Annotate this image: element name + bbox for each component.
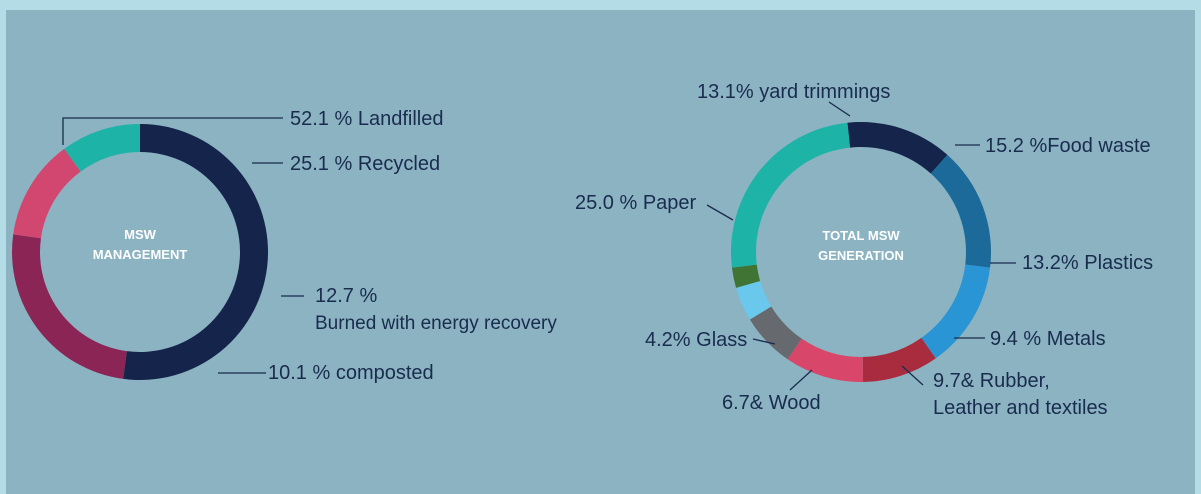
label-rubber-line1: 9.7& Rubber, <box>933 370 1050 392</box>
infographic-panel <box>6 10 1195 494</box>
donut-slice-7 <box>736 280 772 320</box>
leader-landfilled <box>62 117 283 145</box>
donut-chart-msw-management <box>11 124 268 381</box>
leader-yard-trimmings <box>828 101 851 117</box>
donut-slice-2 <box>930 154 991 268</box>
donut-slice-6 <box>749 306 802 360</box>
donut-slice-8 <box>731 264 761 288</box>
donut-slice-5 <box>787 338 864 383</box>
label-rubber-line2: Leather and textiles <box>933 397 1108 419</box>
label-composted: 10.1 % composted <box>268 362 434 384</box>
label-burned-value: 12.7 % <box>315 285 377 307</box>
donut-slice-4 <box>862 337 936 382</box>
donut-slice-3 <box>921 264 991 359</box>
leader-paper <box>706 204 734 221</box>
leader-wood <box>789 369 813 391</box>
label-paper: 25.0 % Paper <box>575 192 697 214</box>
center-label-line2: GENERATION <box>818 248 904 263</box>
donut-slice-1 <box>847 122 948 174</box>
label-yard-trimmings: 13.1% yard trimmings <box>697 81 890 103</box>
center-label-line1: MSW <box>124 227 157 242</box>
label-landfilled: 52.1 % Landfilled <box>290 108 443 130</box>
donut-slice-2 <box>11 234 127 379</box>
center-label-line2: MANAGEMENT <box>93 247 188 262</box>
donut-chart-total-msw-generation <box>731 122 991 383</box>
label-wood: 6.7& Wood <box>722 392 821 414</box>
leader-rubber <box>901 365 924 386</box>
label-burned-text: Burned with energy recovery <box>315 313 557 334</box>
donut-slice-1 <box>123 124 268 381</box>
donut-slice-9 <box>731 122 851 268</box>
donut-slice-3 <box>13 148 81 239</box>
label-food-waste: 15.2 %Food waste <box>985 135 1151 157</box>
label-glass: 4.2% Glass <box>645 329 747 351</box>
center-label-line1: TOTAL MSW <box>822 228 900 243</box>
label-metals: 9.4 % Metals <box>990 328 1106 350</box>
donut-slice-4 <box>64 124 140 172</box>
label-plastics: 13.2% Plastics <box>1022 252 1153 274</box>
leader-glass <box>752 338 776 345</box>
label-recycled: 25.1 % Recycled <box>290 153 440 175</box>
